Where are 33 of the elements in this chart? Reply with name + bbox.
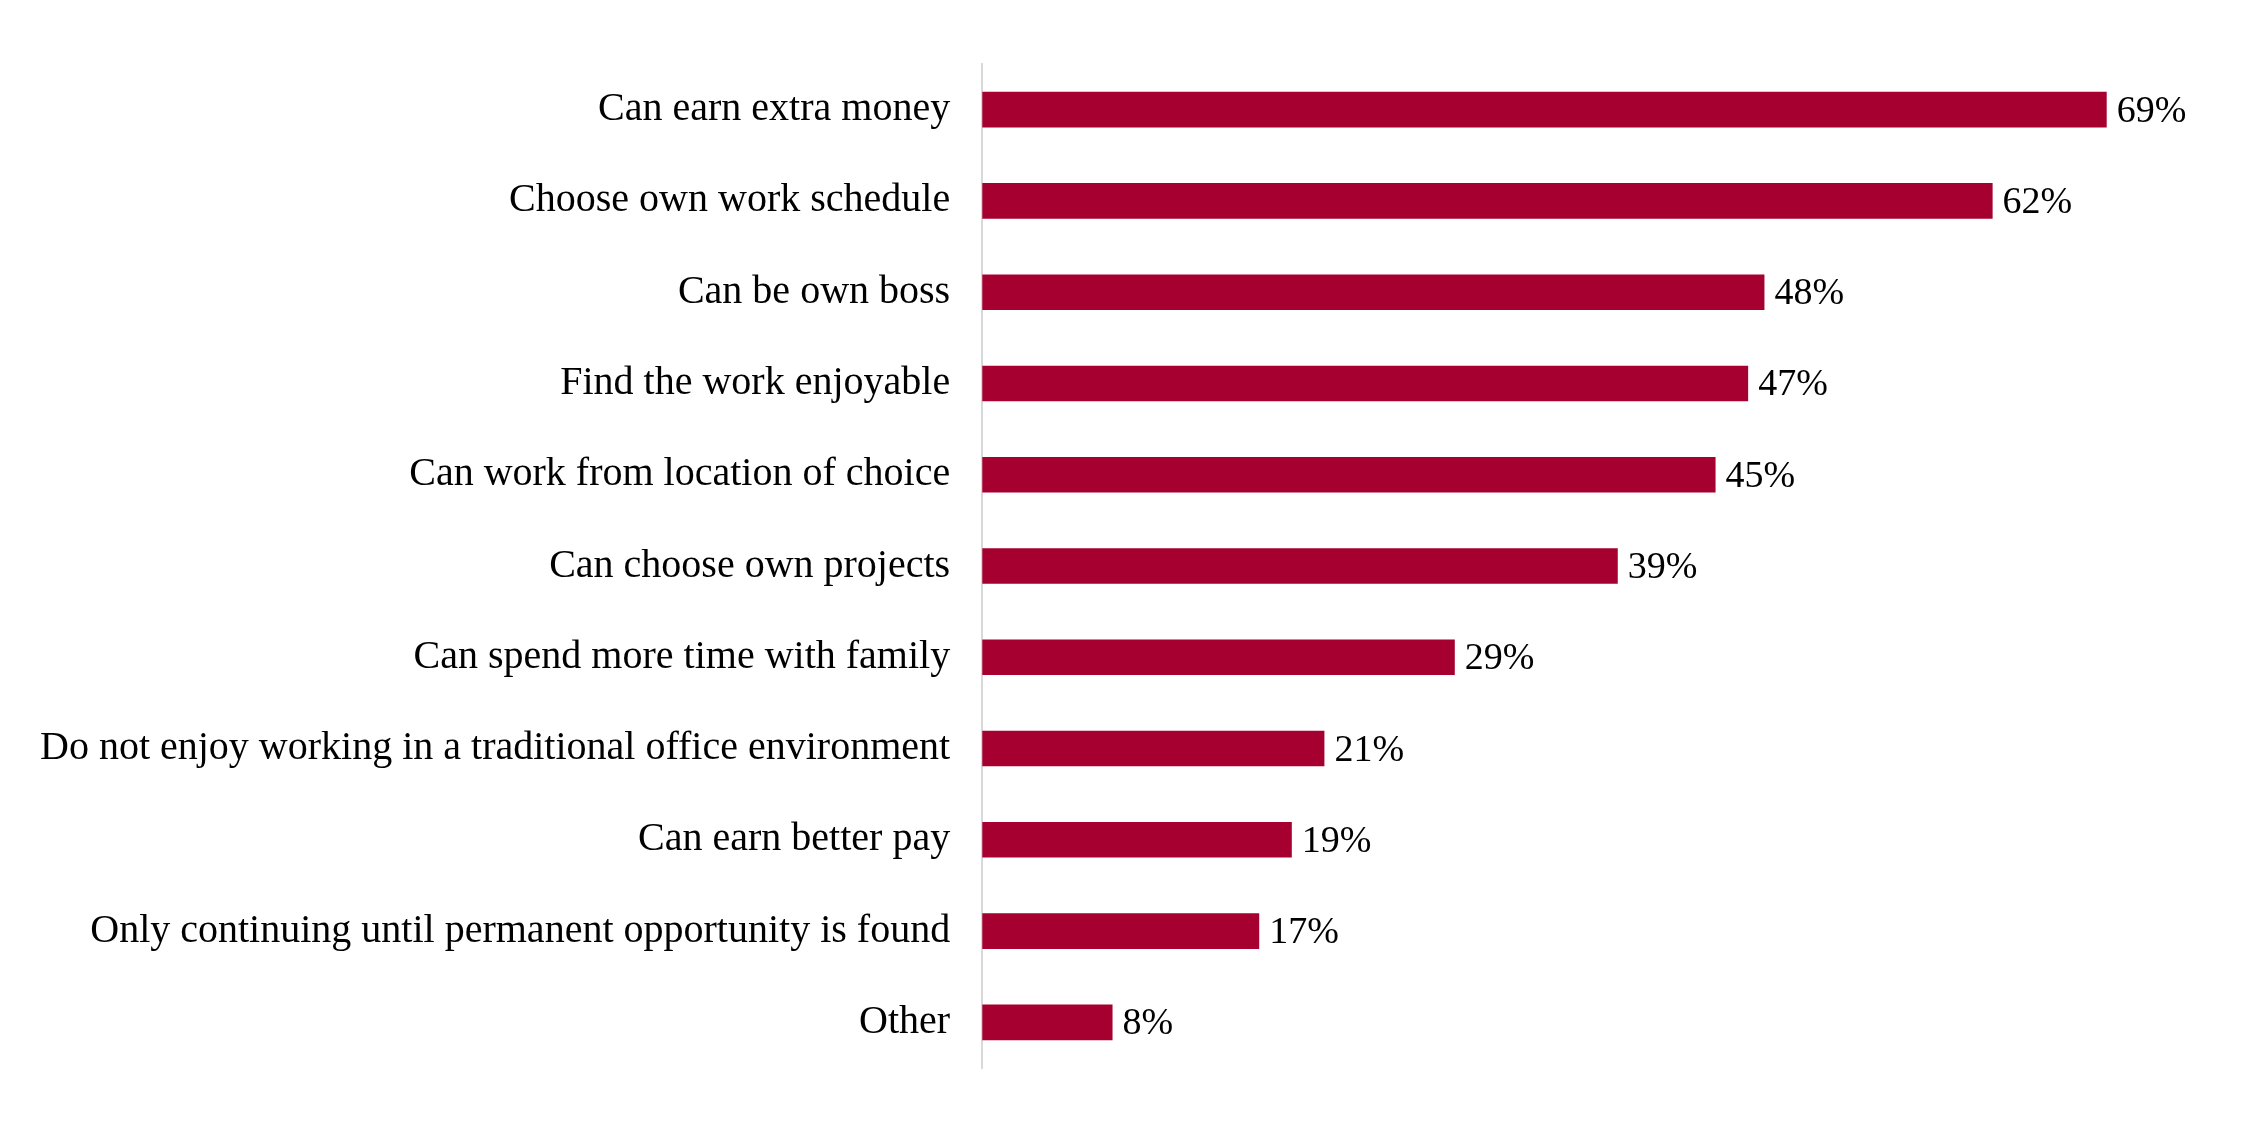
data-label: 69%	[2116, 87, 2187, 130]
data-label: 48%	[1774, 270, 1845, 313]
bar	[982, 548, 1618, 584]
data-label: 21%	[1334, 726, 1405, 769]
data-label: 47%	[1758, 361, 1828, 404]
data-label: 62%	[2002, 178, 2073, 221]
y-tick-label: Find the work enjoyable	[560, 357, 951, 403]
bar	[982, 183, 1993, 219]
y-tick-label: Can be own boss	[677, 266, 951, 312]
bar	[982, 639, 1455, 676]
y-tick-label: Choose own work schedule	[509, 175, 951, 221]
data-label: 39%	[1627, 543, 1698, 586]
bar	[982, 274, 1765, 310]
y-tick-label: Only continuing until permanent opportunity is found	[90, 905, 951, 951]
bar	[982, 913, 1260, 949]
y-tick-label: Other	[859, 996, 951, 1042]
data-label: 19%	[1301, 817, 1372, 860]
y-tick-label: Can earn better pay	[638, 814, 951, 860]
bar	[982, 365, 1749, 402]
bar	[982, 822, 1292, 858]
bar	[982, 456, 1716, 493]
data-label: 17%	[1269, 909, 1339, 952]
y-tick-label: Do not enjoy working in a traditional office environment	[40, 723, 951, 769]
y-tick-label: Can earn extra money	[598, 84, 951, 130]
bar	[982, 91, 2107, 128]
bar	[982, 730, 1325, 767]
y-tick-label: Can work from location of choice	[409, 449, 951, 495]
data-label: 29%	[1464, 635, 1535, 678]
data-label: 8%	[1122, 1000, 1174, 1043]
bar	[982, 1004, 1113, 1041]
y-tick-label: Can choose own projects	[549, 540, 951, 586]
data-label: 45%	[1725, 452, 1796, 495]
y-tick-label: Can spend more time with family	[413, 631, 951, 677]
